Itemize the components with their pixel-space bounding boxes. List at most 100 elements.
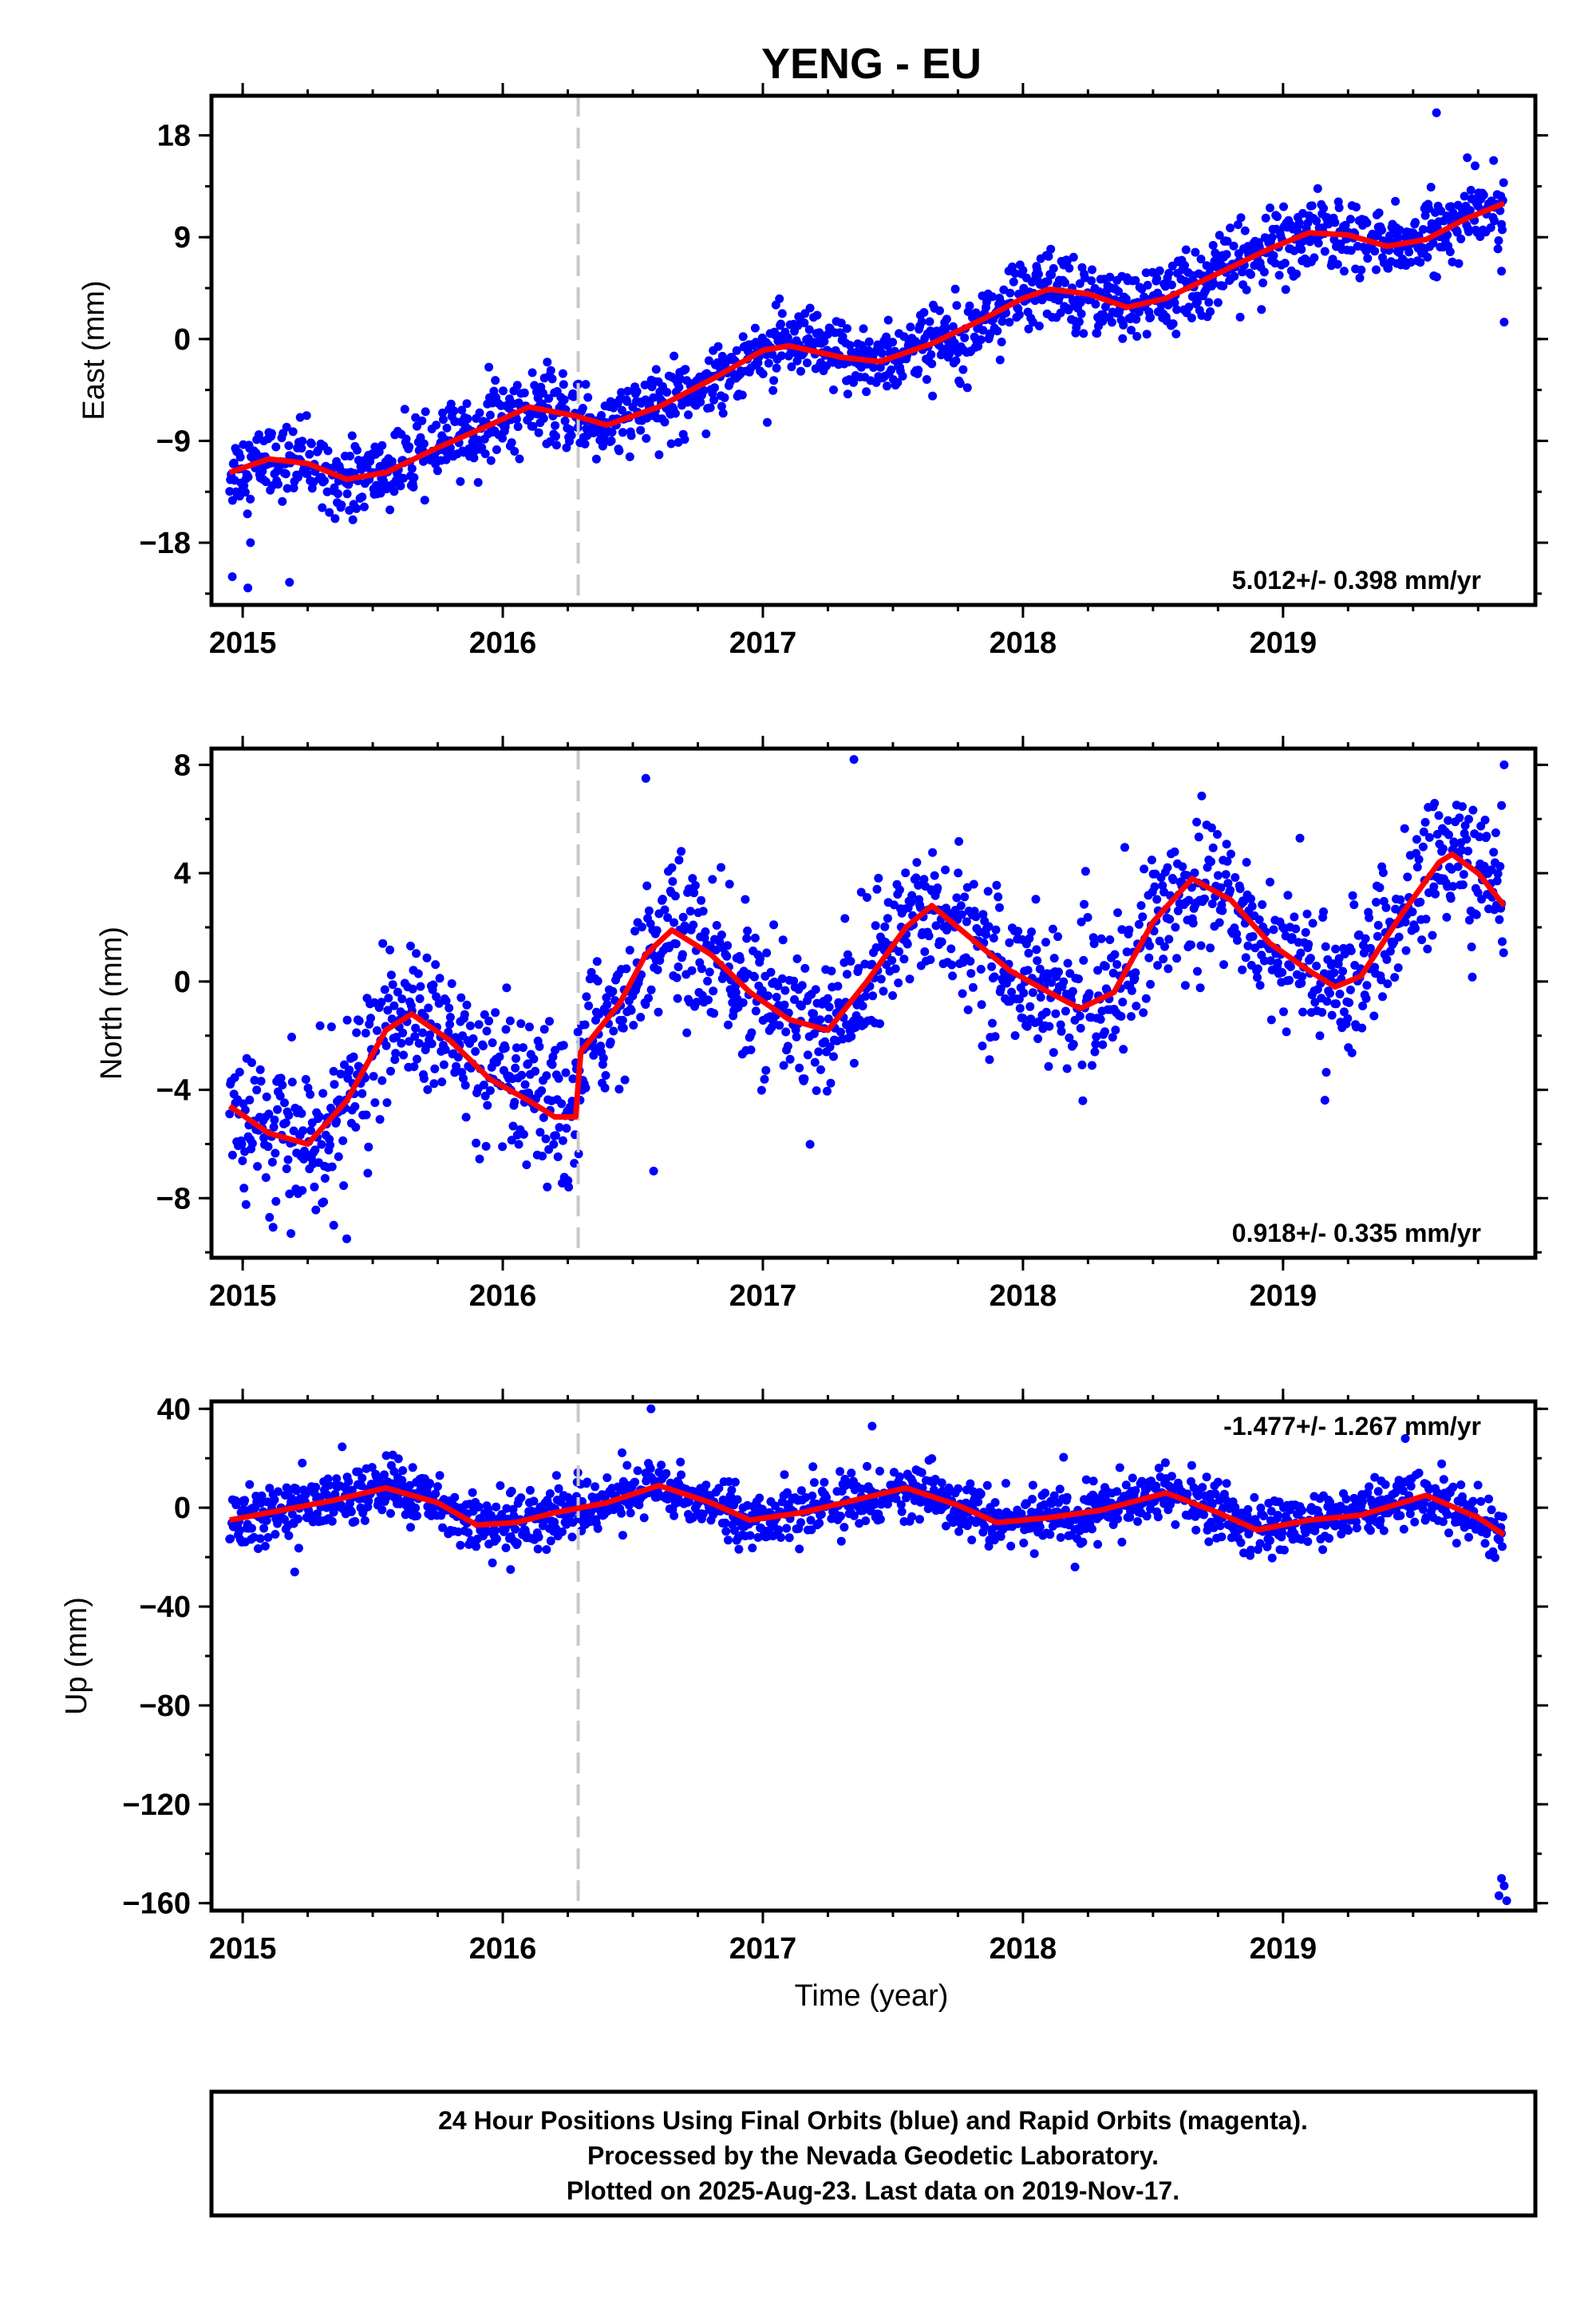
north-data-point	[1033, 956, 1042, 966]
north-data-point	[682, 1028, 692, 1037]
north-data-point	[431, 960, 440, 970]
up-data-point	[235, 1526, 244, 1535]
east-data-point	[352, 504, 361, 513]
up-data-point	[487, 1513, 496, 1523]
east-data-point	[1314, 239, 1323, 248]
east-data-point	[1428, 239, 1438, 248]
north-data-point	[1112, 960, 1122, 969]
north-data-point	[1136, 901, 1146, 911]
north-data-point	[510, 1097, 519, 1107]
north-data-point	[1182, 871, 1191, 880]
north-data-point	[704, 995, 713, 1005]
east-data-point	[534, 428, 543, 437]
north-data-point	[1096, 1014, 1105, 1024]
north-data-point	[912, 858, 922, 868]
east-data-point	[737, 390, 747, 400]
up-data-point	[1437, 1459, 1447, 1468]
up-data-point	[897, 1507, 907, 1516]
up-data-point	[271, 1530, 280, 1539]
north-data-point	[809, 1009, 818, 1018]
east-data-point	[469, 453, 479, 463]
east-data-point	[843, 389, 852, 399]
north-data-point	[320, 1174, 330, 1183]
north-data-point	[1013, 927, 1023, 936]
north-data-point	[829, 1052, 838, 1061]
north-data-point	[760, 1074, 769, 1084]
north-data-point	[1171, 923, 1180, 932]
north-data-point	[1165, 915, 1175, 924]
north-data-point	[1332, 999, 1341, 1009]
north-data-point	[447, 979, 456, 988]
east-data-point	[1499, 178, 1508, 188]
north-data-point	[377, 998, 386, 1007]
up-data-point	[666, 1478, 675, 1488]
north-data-point	[750, 972, 759, 982]
north-data-point	[697, 895, 706, 905]
up-data-point	[1464, 1532, 1473, 1542]
east-data-point	[551, 432, 560, 441]
north-data-point	[1375, 883, 1385, 892]
north-data-point	[778, 935, 788, 945]
north-data-point	[1331, 944, 1341, 954]
north-data-point	[984, 922, 994, 931]
up-data-point	[815, 1519, 824, 1528]
north-data-point	[823, 1086, 832, 1096]
north-data-point	[985, 1055, 994, 1065]
north-data-point	[1063, 958, 1073, 968]
north-data-point	[310, 1145, 320, 1155]
up-data-point	[891, 1494, 901, 1504]
north-data-point	[747, 1028, 757, 1037]
up-data-point	[1028, 1480, 1037, 1490]
north-data-point	[429, 1079, 439, 1089]
east-data-point	[1297, 245, 1306, 254]
north-data-point	[561, 1068, 571, 1077]
east-data-point	[1069, 252, 1078, 262]
east-data-point	[995, 355, 1005, 365]
north-data-point	[1105, 935, 1115, 944]
north-data-point	[1219, 960, 1228, 970]
north-data-point	[1304, 939, 1314, 949]
east-data-point	[750, 323, 760, 333]
east-data-point	[862, 387, 871, 397]
up-data-point	[780, 1470, 789, 1480]
north-data-point	[519, 1043, 527, 1053]
north-data-point	[525, 1022, 534, 1032]
north-data-point	[1235, 884, 1245, 894]
east-data-point	[1167, 261, 1177, 271]
east-data-point	[498, 433, 508, 443]
north-data-point	[1079, 955, 1088, 965]
up-data-point	[1152, 1481, 1161, 1491]
up-data-point	[1405, 1509, 1415, 1519]
up-data-point	[1215, 1521, 1225, 1531]
east-data-point	[1230, 271, 1239, 281]
east-data-point	[1209, 279, 1219, 288]
north-data-point	[709, 1009, 719, 1018]
north-data-point	[250, 1076, 259, 1085]
east-data-point	[849, 377, 858, 387]
east-data-point	[768, 385, 778, 395]
east-data-point	[420, 496, 429, 505]
up-data-point	[496, 1481, 505, 1490]
up-data-point	[551, 1471, 561, 1480]
up-data-point	[1400, 1434, 1410, 1443]
north-data-point	[1412, 835, 1421, 844]
north-data-point	[1023, 966, 1033, 975]
north-data-point	[901, 868, 911, 878]
north-data-point	[618, 1023, 628, 1033]
up-data-point	[435, 1471, 444, 1480]
east-data-point	[400, 405, 409, 414]
north-data-point	[1227, 849, 1235, 859]
up-data-point	[260, 1541, 270, 1551]
north-data-point	[535, 1128, 545, 1137]
east-data-point	[258, 466, 267, 476]
north-data-point	[1417, 935, 1427, 945]
east-data-point	[927, 359, 937, 369]
east-data-point	[1132, 332, 1142, 341]
north-x-tick-label: 2016	[469, 1279, 537, 1313]
north-data-point	[644, 906, 654, 915]
north-data-point	[1138, 912, 1148, 922]
north-data-point	[1358, 940, 1368, 950]
east-data-point	[1280, 259, 1290, 268]
north-data-point	[1122, 947, 1132, 957]
